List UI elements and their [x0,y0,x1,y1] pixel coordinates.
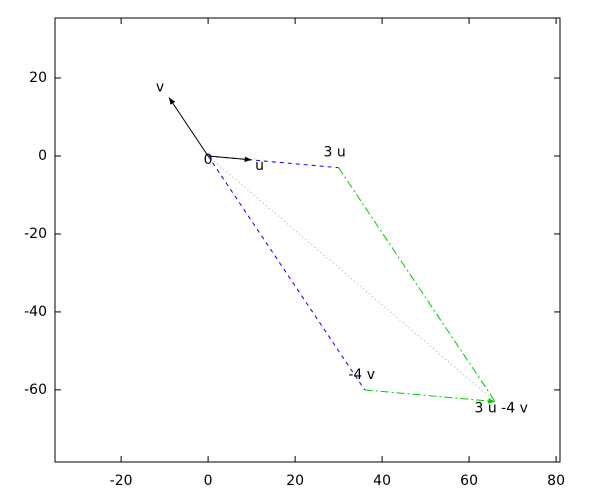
vector-arrow [168,97,209,157]
construction-line [364,389,496,404]
origin-label: 0 [204,152,213,168]
vector-label: 3 u -4 v [475,401,528,417]
y-tick-label: -20 [24,226,47,242]
x-tick-label: 40 [373,473,391,489]
construction-line [208,155,339,169]
vector-label: u [255,158,264,174]
construction-line [207,155,366,391]
x-tick-label: 0 [204,473,213,489]
vector-label: 3 u [323,145,345,161]
vector-label: -4 v [348,367,375,383]
y-tick-label: -60 [24,382,47,398]
y-tick-label: 20 [29,70,47,86]
plot-border [54,17,561,463]
x-tick-label: -20 [110,473,133,489]
diagonal [207,155,496,402]
y-tick-label: 0 [38,148,47,164]
vector-label: v [156,80,164,96]
x-tick-label: 60 [460,473,478,489]
vector-arrow [208,155,252,163]
x-tick-label: 20 [286,473,304,489]
y-tick-label: -40 [24,304,47,320]
construction-line [338,167,496,402]
x-tick-label: 80 [547,473,565,489]
